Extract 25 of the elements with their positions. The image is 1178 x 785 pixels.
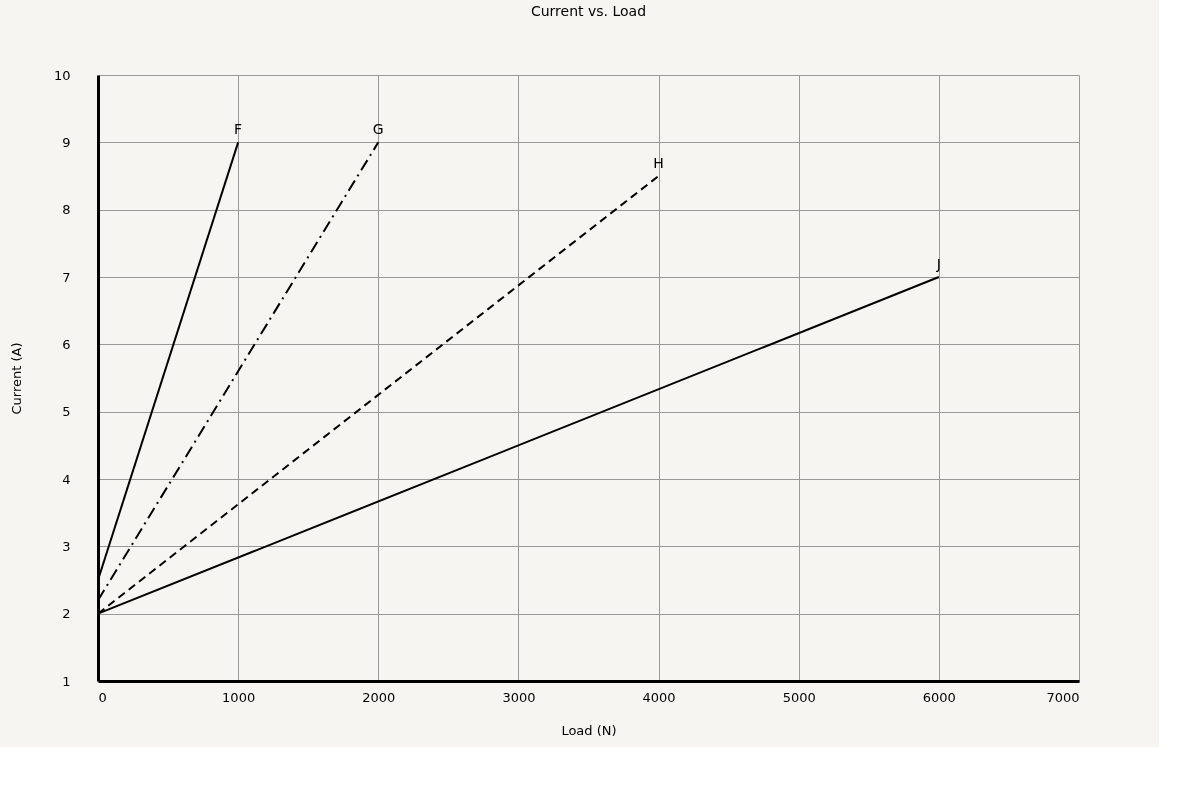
- chart-title: Current vs. Load: [530, 3, 647, 19]
- x-tick-label: 6000: [922, 689, 956, 705]
- x-tick-label: 4000: [642, 689, 676, 705]
- y-tick-label: 9: [62, 134, 71, 150]
- x-tick-label: 7000: [1046, 689, 1080, 705]
- series-label: J: [935, 256, 941, 272]
- y-tick-label: 8: [62, 202, 71, 218]
- y-tick-label: 5: [62, 404, 71, 420]
- x-tick-label: 0: [98, 689, 107, 705]
- y-tick-label: 2: [62, 606, 71, 622]
- x-tick-label: 1000: [222, 689, 256, 705]
- y-tick-label: 7: [62, 269, 71, 285]
- x-tick-label: 3000: [502, 689, 536, 705]
- y-axis-title: Current (A): [8, 342, 24, 415]
- series-label: H: [653, 155, 664, 171]
- y-tick-label: 3: [62, 538, 71, 554]
- y-tick-label: 10: [53, 67, 71, 83]
- x-axis-title: Load (N): [561, 722, 617, 738]
- x-tick-label: 2000: [362, 689, 396, 705]
- x-tick-label: 5000: [782, 689, 816, 705]
- series-label: F: [234, 121, 243, 138]
- y-tick-label: 4: [62, 471, 71, 487]
- series-label: G: [372, 121, 384, 138]
- y-tick-label: 1: [62, 673, 71, 689]
- y-tick-label: 6: [62, 336, 71, 352]
